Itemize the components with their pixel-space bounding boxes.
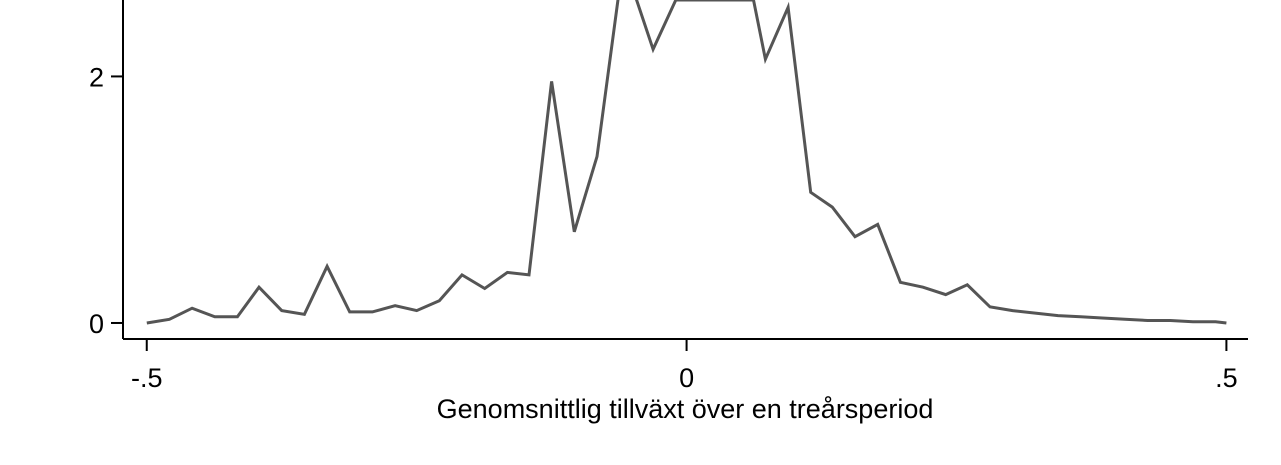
axes: 0 2 -.5 0 .5 [89,0,1248,393]
x-tick-label: -.5 [131,363,163,393]
series-layer [146,0,1227,325]
x-tick-label: .5 [1215,363,1238,393]
x-axis-title: Genomsnittlig tillväxt över en treårsper… [437,394,934,424]
series-line [146,0,1227,325]
y-tick-label: 2 [89,62,104,92]
x-tick-label: 0 [679,363,694,393]
y-tick-label: 0 [89,309,104,339]
